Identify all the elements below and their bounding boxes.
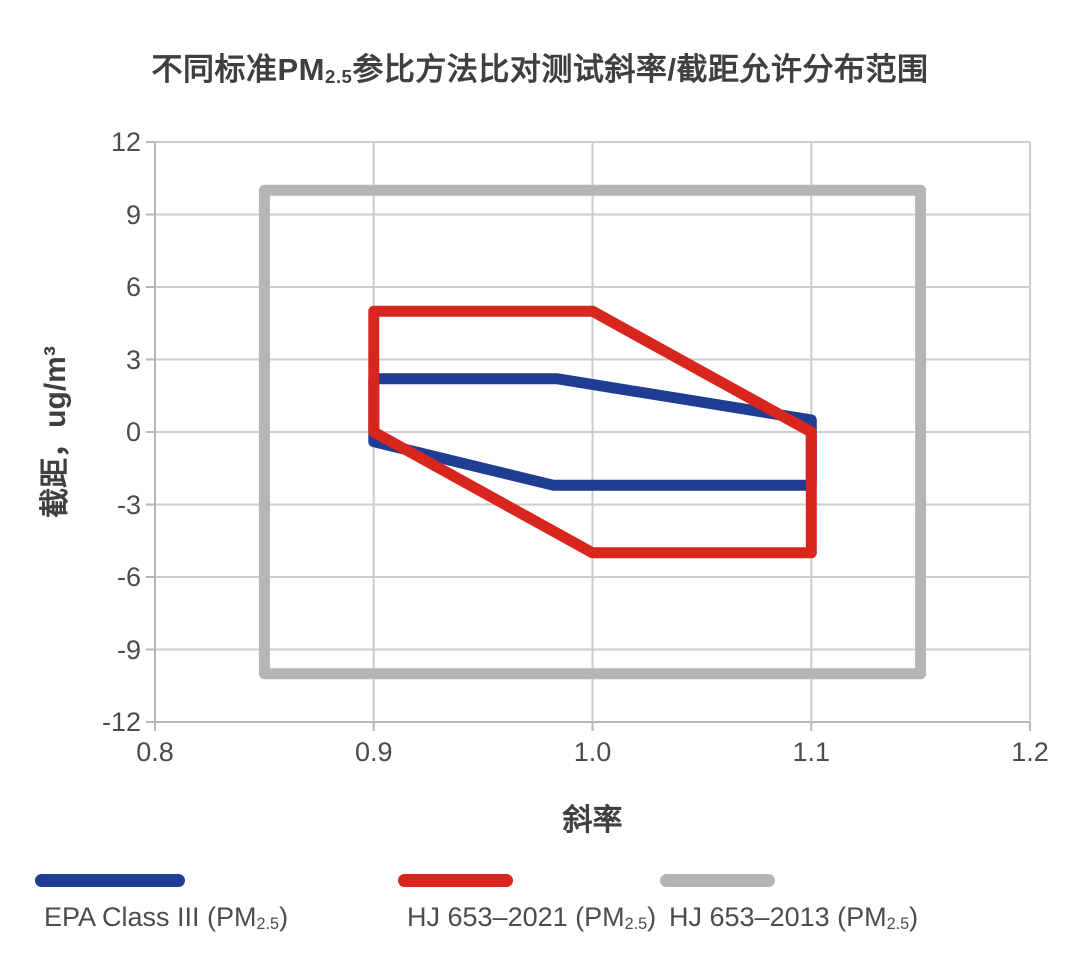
legend-swatch-hj-653-2021 [398, 874, 513, 887]
region-hj-653-2013 [258, 184, 927, 680]
legend-swatch-hj-653-2013 [660, 874, 775, 887]
plot-grid-and-series [146, 141, 1031, 731]
x-tick-label-1.2: 1.2 [1011, 737, 1049, 767]
chart-title-subscript: 2.5 [325, 66, 353, 88]
y-tick-label--3: -3 [116, 489, 141, 520]
chart-title-post: 参比方法比对测试斜率/截距允许分布范围 [352, 52, 929, 87]
y-tick-label--9: -9 [116, 634, 141, 665]
y-tick-label--12: -12 [101, 707, 141, 737]
x-tick-label-0.8: 0.8 [136, 737, 174, 767]
x-tick-label-1.0: 1.0 [573, 737, 612, 767]
legend-item-hj-653-2021: HJ 653–2021 (PM2.5) [398, 874, 656, 933]
legend-item-hj-653-2013: HJ 653–2013 (PM2.5) [660, 874, 918, 933]
legend-item-epa-class-iii: EPA Class III (PM2.5) [35, 874, 288, 933]
legend-label-hj-653-2021: HJ 653–2021 (PM2.5) [407, 902, 657, 933]
legend-swatch-epa-class-iii [35, 874, 185, 887]
y-tick-label-9: 9 [125, 199, 141, 230]
legend-label-hj-653-2013: HJ 653–2013 (PM2.5) [669, 902, 919, 933]
region-hj-653-2021 [368, 305, 817, 559]
plot-area [146, 141, 1031, 731]
x-tick-label-1.1: 1.1 [792, 737, 831, 767]
y-tick-label--6: -6 [116, 562, 141, 592]
y-axis-title: 截距，ug/m³ [39, 346, 72, 518]
chart-title-pre: 不同标准PM [151, 52, 325, 87]
y-tick-label-6: 6 [125, 272, 141, 302]
y-tick-label-0: 0 [125, 417, 141, 447]
x-axis-title: 斜率 [562, 804, 623, 837]
x-tick-label-0.9: 0.9 [354, 737, 393, 767]
y-tick-label-3: 3 [125, 344, 141, 375]
y-tick-label-12: 12 [110, 127, 141, 157]
legend-label-epa-class-iii: EPA Class III (PM2.5) [44, 902, 289, 933]
chart-title: 不同标准PM2.5参比方法比对测试斜率/截距允许分布范围 [0, 44, 1080, 89]
